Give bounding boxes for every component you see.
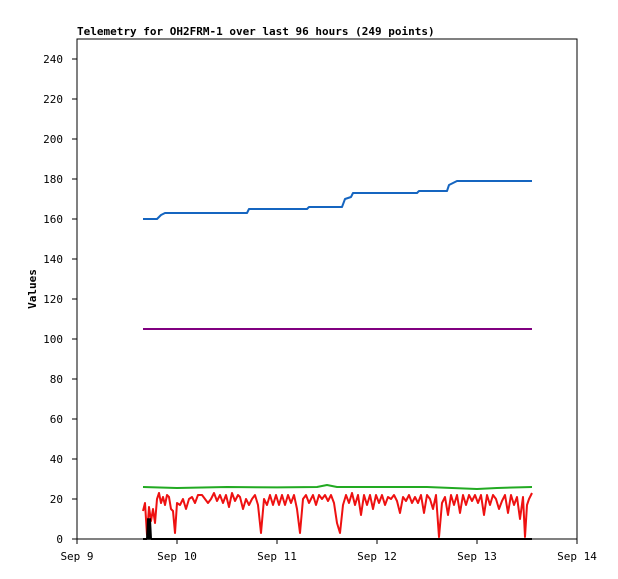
x-axis: Sep 9 Sep 10 Sep 11 Sep 12 Sep 13 Sep 14: [60, 539, 597, 563]
y-tick-label: 240: [43, 53, 63, 66]
y-tick-label: 80: [50, 373, 63, 386]
series-line-3: [142, 484, 533, 490]
plot-frame: [76, 38, 578, 540]
y-tick-label: 200: [43, 133, 63, 146]
series-layer: [142, 180, 533, 540]
x-tick-label: Sep 12: [357, 550, 397, 563]
chart-title: Telemetry for OH2FRM-1 over last 96 hour…: [77, 25, 435, 38]
x-tick-label: Sep 13: [457, 550, 497, 563]
y-tick-label: 140: [43, 253, 63, 266]
series-line-5: [143, 518, 532, 540]
y-tick-label: 0: [56, 533, 63, 546]
x-tick-label: Sep 10: [157, 550, 197, 563]
x-tick-label: Sep 14: [557, 550, 597, 563]
y-tick-label: 220: [43, 93, 63, 106]
x-tick-label: Sep 11: [257, 550, 297, 563]
series-line-4: [142, 492, 533, 538]
series-line-1: [143, 180, 532, 220]
y-tick-label: 60: [50, 413, 63, 426]
y-axis-label: Values: [26, 269, 39, 309]
x-tick-label: Sep 9: [60, 550, 93, 563]
y-tick-label: 120: [43, 293, 63, 306]
y-axis: 0 20 40 60 80 100 120 140 160 180 200 220 240: [43, 53, 77, 546]
y-tick-label: 20: [50, 493, 63, 506]
y-tick-label: 180: [43, 173, 63, 186]
y-tick-label: 40: [50, 453, 63, 466]
y-tick-label: 160: [43, 213, 63, 226]
y-tick-label: 100: [43, 333, 63, 346]
